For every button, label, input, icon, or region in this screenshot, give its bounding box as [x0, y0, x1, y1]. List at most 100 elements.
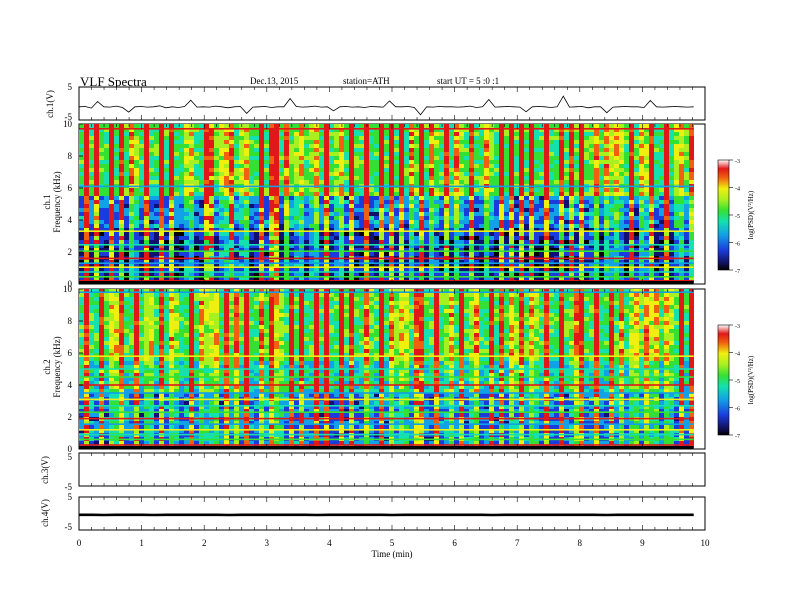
- ch1-spectrogram-cell: [404, 240, 409, 244]
- ch1-spectrogram-cell: [624, 160, 629, 164]
- ch1-spectrogram-cell: [119, 136, 124, 140]
- ch1-spectrogram-cell: [224, 156, 229, 160]
- ch1-spectrogram-cell: [214, 208, 219, 212]
- ch1-spectrogram-cell: [289, 244, 294, 248]
- ch1-spectrogram-cell: [504, 228, 509, 232]
- ch1-spectrogram-cell: [204, 180, 209, 184]
- ch1-spectrogram-cell: [119, 172, 124, 176]
- ch1-spectrogram-cell: [209, 172, 214, 176]
- ch1-spectrogram-cell: [569, 212, 574, 216]
- ch1-spectrogram-cell: [614, 260, 619, 264]
- ch1-spectrogram-cell: [169, 272, 174, 276]
- ch1-spectrogram-cell: [569, 216, 574, 220]
- ch1-spectrogram-cell: [124, 164, 129, 168]
- ch1-spectrogram-cell: [89, 152, 94, 156]
- ch1-spectrogram-cell: [649, 144, 654, 148]
- ch1-spectrogram-cell: [679, 224, 684, 228]
- ch1-spectrogram-cell: [144, 224, 149, 228]
- ch1-spectrogram-cell: [204, 140, 209, 144]
- ch1-spectrogram-cell: [114, 248, 119, 252]
- ch1-spectrogram-cell: [464, 136, 469, 140]
- ch1-spectrogram-cell: [624, 276, 629, 280]
- ch1-spectrogram-cell: [544, 272, 549, 276]
- ch1-spectrogram-cell: [639, 172, 644, 176]
- ch1-spectrogram-cell: [204, 228, 209, 232]
- ch1-spectrogram-cell: [409, 168, 414, 172]
- ch1-spectrogram-cell: [499, 132, 504, 136]
- ch1-spectrogram-cell: [114, 172, 119, 176]
- ch1-spectrogram-cell: [654, 176, 659, 180]
- ch1-spectrogram-cell: [184, 224, 189, 228]
- ch1-spectrogram-cell: [254, 224, 259, 228]
- ch1-spectrogram-cell: [479, 224, 484, 228]
- ch1-spectrogram-cell: [444, 128, 449, 132]
- ch1-spectrogram-cell: [94, 212, 99, 216]
- ch1-spectrogram-cell: [419, 192, 424, 196]
- ch1-spectrogram-cell: [534, 224, 539, 228]
- ch1-spectrogram-cell: [274, 260, 279, 264]
- ch1-spectrogram-cell: [229, 220, 234, 224]
- ch1-spectrogram-cell: [114, 264, 119, 268]
- ch1-spectrogram-cell: [559, 156, 564, 160]
- ch1-spectrogram-cell: [89, 204, 94, 208]
- ch1-spectrogram-cell: [674, 180, 679, 184]
- ch1-spectrogram-cell: [109, 192, 114, 196]
- ch1-spectrogram-cell: [444, 132, 449, 136]
- ch1-spectrogram-cell: [234, 232, 239, 236]
- ch1-spectrogram-cell: [339, 260, 344, 264]
- ch1-spectrogram-cell: [109, 216, 114, 220]
- ch1-spectrogram-cell: [199, 272, 204, 276]
- ch1-spectrogram-cell: [524, 164, 529, 168]
- ch1-spectrogram-cell: [384, 200, 389, 204]
- ch1-spectrogram-cell: [659, 236, 664, 240]
- ch1-spectrogram-cell: [474, 148, 479, 152]
- ch1-spectrogram-cell: [674, 140, 679, 144]
- ch1-spectrogram-cell: [264, 244, 269, 248]
- ch1-spectrogram-cell: [199, 244, 204, 248]
- ch1-spectrogram-cell: [164, 152, 169, 156]
- ch1-spectrogram-cell: [444, 240, 449, 244]
- ch1-spectrogram-cell: [434, 208, 439, 212]
- ch1-spectrogram-cell: [154, 192, 159, 196]
- ch1-spectrogram-cell: [199, 276, 204, 280]
- ch1-spectrogram-cell: [364, 160, 369, 164]
- ch1-spectrogram-cell: [494, 268, 499, 272]
- ch1-spectral-line: [79, 250, 694, 252]
- ch1-spectrogram-cell: [389, 212, 394, 216]
- ch2-spectrogram-cell: [79, 305, 84, 309]
- ch1-spectrogram-cell: [384, 192, 389, 196]
- ch1-spectrogram-cell: [284, 180, 289, 184]
- ch1-spectrogram-cell: [164, 216, 169, 220]
- ch1-spectrogram-cell: [104, 196, 109, 200]
- ch1-spectrogram-cell: [624, 272, 629, 276]
- ch1-spectrogram-cell: [614, 244, 619, 248]
- ch1-spectrogram-cell: [604, 180, 609, 184]
- ch1-spectrogram-cell: [194, 244, 199, 248]
- ch1-spectrogram-cell: [224, 228, 229, 232]
- ch1-spectrogram-cell: [84, 188, 89, 192]
- ch1-spectrogram-cell: [374, 228, 379, 232]
- ch1-spectrogram-cell: [219, 180, 224, 184]
- ch1-spectrogram-cell: [229, 264, 234, 268]
- ch1-spectrogram-cell: [334, 140, 339, 144]
- ch1-spectrogram-cell: [624, 252, 629, 256]
- ch1-spectrogram-cell: [174, 252, 179, 256]
- ch1-spectrogram-cell: [124, 264, 129, 268]
- ch1-spectrogram-cell: [234, 244, 239, 248]
- ch1-spectrogram-cell: [154, 220, 159, 224]
- ch1-spectrogram-cell: [329, 124, 334, 128]
- ch1-spectrogram-cell: [269, 240, 274, 244]
- ch1-spectrogram-cell: [274, 240, 279, 244]
- ch1-spectrogram-cell: [614, 160, 619, 164]
- ch1-spectrogram-cell: [684, 180, 689, 184]
- ch1-spectrogram-cell: [264, 172, 269, 176]
- ch1-spectrogram-cell: [379, 172, 384, 176]
- ch1-spectrogram-cell: [409, 140, 414, 144]
- ch1-spectrogram-cell: [689, 232, 694, 236]
- ch1-spectrogram-cell: [304, 228, 309, 232]
- ch1-spectrogram-cell: [529, 188, 534, 192]
- ch1-spectrogram-cell: [394, 156, 399, 160]
- ch1-spectrogram-cell: [394, 232, 399, 236]
- ch1-spectrogram-cell: [584, 220, 589, 224]
- ch1-spectrogram-cell: [224, 128, 229, 132]
